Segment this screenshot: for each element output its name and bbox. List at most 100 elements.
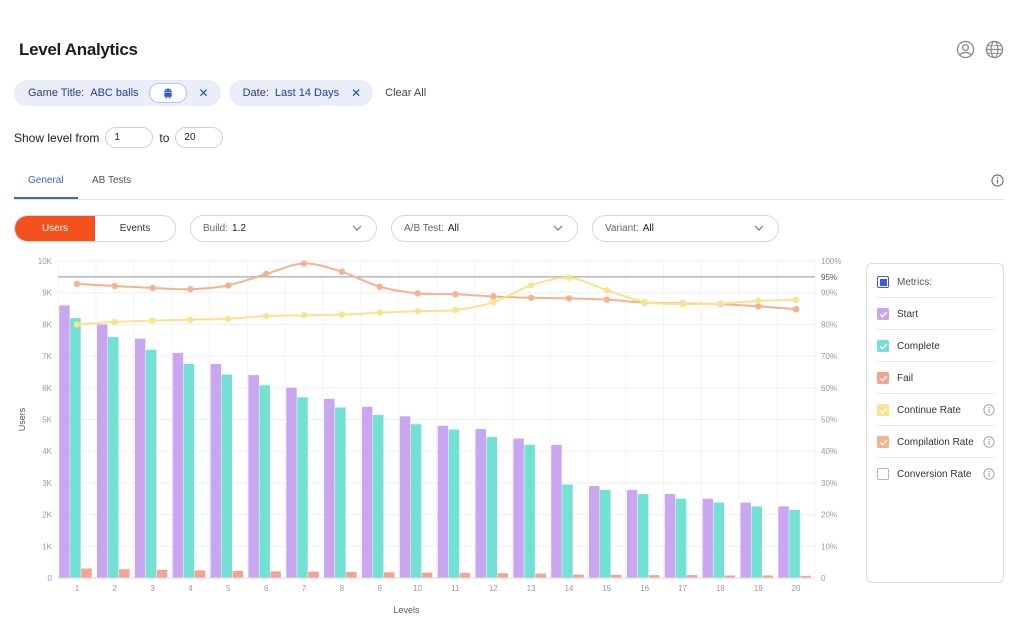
point-compilation-rate-level-19[interactable] xyxy=(755,303,762,310)
point-continue-rate-level-4[interactable] xyxy=(187,316,194,323)
tab-ab-tests[interactable]: AB Tests xyxy=(92,175,132,186)
point-compilation-rate-level-6[interactable] xyxy=(262,270,270,278)
point-compilation-rate-level-14[interactable] xyxy=(565,295,573,302)
bar-start-level-8[interactable] xyxy=(324,398,335,578)
point-compilation-rate-level-12[interactable] xyxy=(490,293,497,300)
bar-complete-level-6[interactable] xyxy=(259,385,270,578)
bar-start-level-2[interactable] xyxy=(97,324,108,578)
bar-fail-level-7[interactable] xyxy=(308,571,319,578)
bar-start-level-7[interactable] xyxy=(286,387,297,578)
bar-start-level-18[interactable] xyxy=(702,498,714,578)
point-continue-rate-level-10[interactable] xyxy=(414,307,421,315)
bar-complete-level-5[interactable] xyxy=(221,374,233,578)
point-continue-rate-level-9[interactable] xyxy=(376,309,383,316)
variant-select[interactable]: Variant: All xyxy=(592,215,779,242)
info-icon[interactable] xyxy=(983,404,995,419)
bar-fail-level-17[interactable] xyxy=(686,575,698,578)
level-to-input[interactable] xyxy=(175,127,224,148)
point-continue-rate-level-3[interactable] xyxy=(149,317,156,324)
bar-start-level-12[interactable] xyxy=(475,429,487,578)
point-continue-rate-level-11[interactable] xyxy=(452,306,459,314)
bar-fail-level-5[interactable] xyxy=(232,571,244,578)
checkbox-checked-icon[interactable] xyxy=(877,372,889,384)
bar-start-level-16[interactable] xyxy=(626,489,638,578)
android-icon[interactable] xyxy=(148,83,187,103)
point-continue-rate-level-6[interactable] xyxy=(262,312,270,320)
bar-complete-level-16[interactable] xyxy=(637,493,649,578)
point-continue-rate-level-19[interactable] xyxy=(755,297,762,305)
bar-start-level-15[interactable] xyxy=(589,486,600,578)
bar-complete-level-10[interactable] xyxy=(410,424,422,578)
bar-start-level-17[interactable] xyxy=(664,493,676,578)
build-select[interactable]: Build: 1.2 xyxy=(190,215,377,242)
bar-fail-level-3[interactable] xyxy=(156,569,168,578)
point-continue-rate-level-2[interactable] xyxy=(111,318,118,326)
legend-item-complete[interactable]: Complete xyxy=(877,330,995,362)
level-from-input[interactable] xyxy=(105,127,154,148)
bar-complete-level-20[interactable] xyxy=(789,509,800,578)
checkbox-checked-icon[interactable] xyxy=(877,404,889,416)
bar-complete-level-19[interactable] xyxy=(751,506,762,578)
bar-complete-level-18[interactable] xyxy=(713,502,725,578)
legend-item-continue-rate[interactable]: Continue Rate xyxy=(877,394,995,426)
checkbox-checked-icon[interactable] xyxy=(877,436,889,448)
point-compilation-rate-level-3[interactable] xyxy=(149,284,156,292)
info-icon[interactable] xyxy=(991,174,1004,192)
point-continue-rate-level-14[interactable] xyxy=(565,274,573,282)
bar-fail-level-18[interactable] xyxy=(724,575,736,578)
bar-fail-level-4[interactable] xyxy=(194,570,206,578)
point-compilation-rate-level-15[interactable] xyxy=(603,296,611,303)
checkbox-empty-icon[interactable] xyxy=(877,468,889,480)
point-continue-rate-level-8[interactable] xyxy=(338,311,346,318)
point-continue-rate-level-7[interactable] xyxy=(300,312,308,319)
bar-fail-level-1[interactable] xyxy=(81,568,92,578)
legend-item-conversion-rate[interactable]: Conversion Rate xyxy=(877,458,995,490)
bar-complete-level-7[interactable] xyxy=(297,397,308,578)
point-continue-rate-level-20[interactable] xyxy=(792,296,800,303)
bar-complete-level-13[interactable] xyxy=(524,444,535,578)
close-icon[interactable]: ✕ xyxy=(351,86,362,100)
bar-fail-level-20[interactable] xyxy=(800,575,811,578)
legend-item-compilation-rate[interactable]: Compilation Rate xyxy=(877,426,995,458)
point-continue-rate-level-1[interactable] xyxy=(73,321,81,328)
bar-fail-level-9[interactable] xyxy=(384,572,395,578)
point-compilation-rate-level-8[interactable] xyxy=(338,268,346,275)
point-continue-rate-level-13[interactable] xyxy=(527,282,535,289)
users-toggle-button[interactable]: Users xyxy=(15,216,95,241)
bar-complete-level-4[interactable] xyxy=(183,364,195,578)
bar-fail-level-10[interactable] xyxy=(421,572,433,578)
point-compilation-rate-level-4[interactable] xyxy=(187,286,194,293)
bar-fail-level-2[interactable] xyxy=(119,569,130,578)
point-compilation-rate-level-13[interactable] xyxy=(527,294,535,301)
info-icon[interactable] xyxy=(983,436,995,451)
legend-item-start[interactable]: Start xyxy=(877,298,995,330)
bar-fail-level-6[interactable] xyxy=(270,571,281,578)
point-continue-rate-level-18[interactable] xyxy=(717,300,724,307)
game-title-filter-chip[interactable]: Game Title: ABC balls ✕ xyxy=(14,80,221,106)
bar-start-level-14[interactable] xyxy=(551,444,562,578)
globe-icon[interactable] xyxy=(985,40,1004,59)
bar-start-level-10[interactable] xyxy=(399,416,411,578)
checkbox-checked-icon[interactable] xyxy=(877,340,889,352)
bar-complete-level-17[interactable] xyxy=(675,498,687,578)
bar-start-level-4[interactable] xyxy=(172,352,184,578)
bar-fail-level-12[interactable] xyxy=(497,573,509,578)
bar-complete-level-1[interactable] xyxy=(70,318,81,578)
bar-fail-level-8[interactable] xyxy=(346,571,357,578)
bar-start-level-11[interactable] xyxy=(437,425,449,578)
checkbox-checked-icon[interactable] xyxy=(877,308,889,320)
bar-start-level-13[interactable] xyxy=(513,438,524,578)
clear-all-button[interactable]: Clear All xyxy=(385,87,427,99)
bar-fail-level-14[interactable] xyxy=(573,574,584,578)
point-continue-rate-level-5[interactable] xyxy=(225,315,232,322)
bar-complete-level-11[interactable] xyxy=(448,429,460,578)
point-compilation-rate-level-11[interactable] xyxy=(452,291,459,298)
tab-general[interactable]: General xyxy=(28,175,64,186)
bar-fail-level-19[interactable] xyxy=(762,575,774,578)
point-compilation-rate-level-1[interactable] xyxy=(73,280,81,288)
bar-fail-level-16[interactable] xyxy=(648,575,660,578)
bar-fail-level-11[interactable] xyxy=(459,572,471,578)
bar-start-level-5[interactable] xyxy=(210,364,222,578)
events-toggle-button[interactable]: Events xyxy=(119,223,151,234)
info-icon[interactable] xyxy=(983,468,995,483)
